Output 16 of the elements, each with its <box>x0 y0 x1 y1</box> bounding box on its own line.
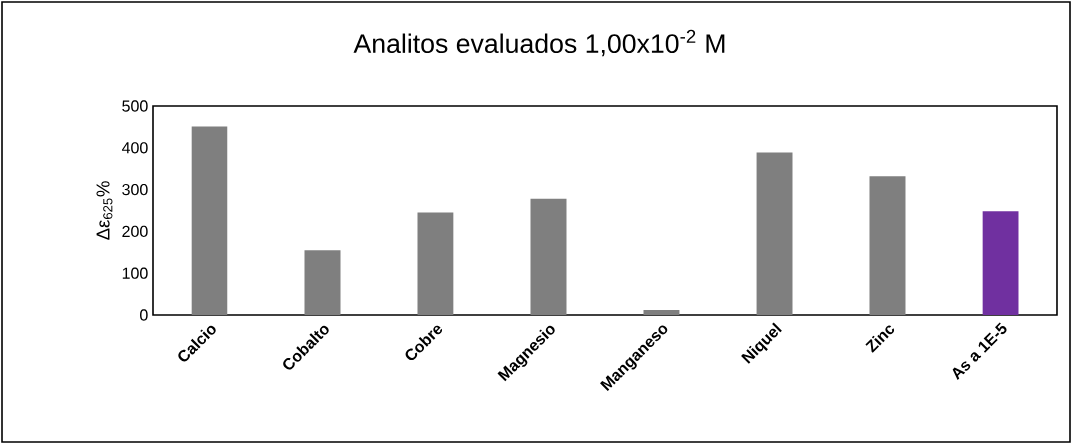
chart-title: Analitos evaluados 1,00x10$^{-2}$ M <box>353 29 725 57</box>
y-tick-label: 200 <box>122 225 148 238</box>
y-tick-label: 300 <box>122 183 148 196</box>
bar <box>982 211 1019 315</box>
y-tick-label: 500 <box>122 100 148 112</box>
bar <box>191 126 228 315</box>
bar <box>304 250 341 315</box>
bar <box>417 212 454 315</box>
bar <box>643 309 680 315</box>
y-tick-label: 400 <box>121 142 148 154</box>
y-tick-label: 100 <box>122 267 148 279</box>
bar <box>869 176 906 315</box>
bar <box>756 152 793 315</box>
y-axis-title: Δε$_{625}$% <box>96 181 113 240</box>
y-tick-label: 0 <box>140 309 148 321</box>
bar <box>530 198 567 315</box>
